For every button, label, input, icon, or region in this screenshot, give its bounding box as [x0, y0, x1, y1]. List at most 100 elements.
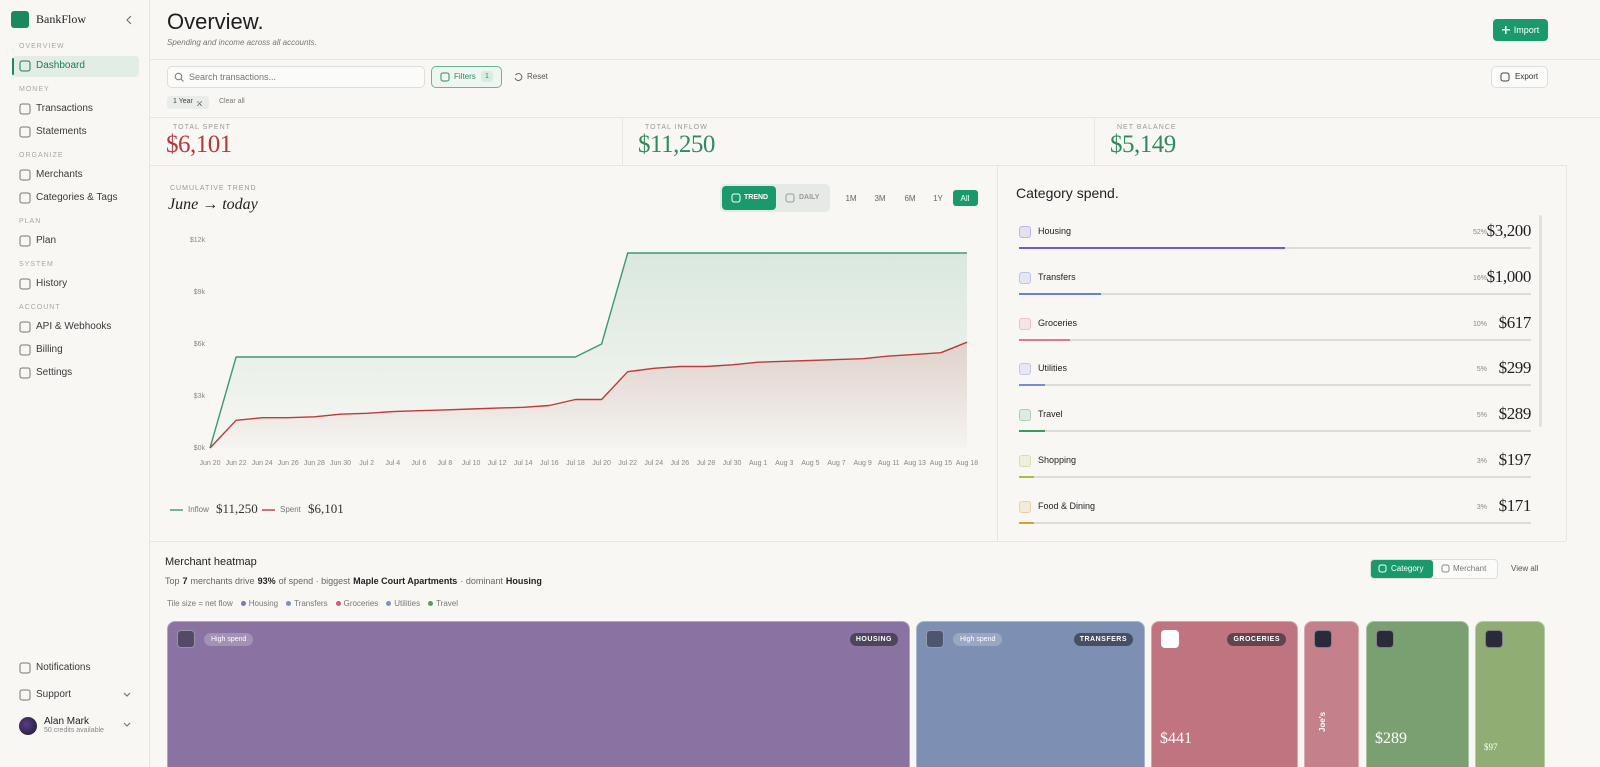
tile-icon	[1376, 630, 1394, 648]
icon-shape	[19, 278, 31, 290]
category-name[interactable]: Utilities	[1038, 363, 1068, 374]
legend-item: Groceries	[335, 599, 378, 608]
range-button[interactable]: 1M	[845, 194, 857, 203]
series-line	[209, 341, 968, 449]
nav-icon	[19, 103, 31, 115]
view-all[interactable]: View all	[1511, 564, 1539, 573]
category-bar	[1019, 476, 1035, 478]
brand-name: BankFlow	[36, 12, 87, 26]
stat-label: NET BALANCE	[1117, 124, 1177, 131]
export-button[interactable]	[1491, 66, 1548, 88]
range-button[interactable]: All	[960, 194, 970, 203]
mode-label: TREND	[744, 194, 769, 201]
user-chevron	[123, 722, 131, 727]
category-name[interactable]: Food & Dining	[1038, 500, 1096, 511]
import-button[interactable]: Import	[1493, 19, 1548, 41]
x-tick-label: Aug 18	[956, 460, 978, 467]
x-tick-label: Jul 12	[488, 460, 507, 467]
category-amount: $171	[1498, 495, 1532, 515]
nav-item[interactable]: Transactions	[36, 103, 93, 114]
category-share: 3%	[1476, 503, 1487, 511]
summary-part: Housing	[505, 576, 542, 586]
tile-amount: $289	[1375, 730, 1407, 747]
range-active-bg[interactable]	[953, 190, 978, 206]
brand-logo	[11, 11, 29, 28]
category-name[interactable]: Housing	[1038, 226, 1072, 236]
reset-button[interactable]: Reset	[527, 72, 548, 81]
legend-dot	[286, 601, 292, 606]
legend-item: Transfers	[286, 599, 328, 608]
category-icon	[1019, 409, 1031, 422]
search-placeholder: Search transactions...	[189, 72, 277, 82]
tile-icon	[1485, 630, 1503, 648]
nav-section-label: ACCOUNT	[19, 304, 61, 311]
x-tick-label: Jul 4	[385, 460, 400, 467]
category-track	[1019, 384, 1531, 387]
merchant-tile[interactable]	[167, 621, 910, 767]
category-name[interactable]: Transfers	[1038, 271, 1076, 282]
series-area	[210, 342, 967, 448]
x-tick-label: Jul 16	[540, 460, 559, 467]
nav-item[interactable]: Plan	[36, 235, 57, 246]
category-icon	[1019, 500, 1031, 513]
icon-shape	[19, 662, 31, 674]
category-name[interactable]: Shopping	[1038, 455, 1077, 465]
nav-item[interactable]: Merchants	[36, 169, 83, 180]
y-tick-label: $12k	[190, 237, 206, 244]
range-button[interactable]: 1Y	[933, 194, 943, 203]
nav-item[interactable]: Settings	[36, 367, 73, 378]
nav-item[interactable]: Billing	[36, 344, 63, 355]
nav-item[interactable]: API & Webhooks	[36, 321, 112, 332]
icon-shape	[19, 192, 31, 204]
tile-amount: $441	[1160, 730, 1192, 747]
footer-item[interactable]: Support	[36, 689, 72, 700]
x-tick-label: Jul 24	[644, 460, 663, 467]
tile-badge: High spend	[953, 633, 1003, 646]
support-chevron	[123, 692, 131, 697]
y-tick-label: $6k	[194, 341, 206, 348]
range-button[interactable]: 6M	[904, 194, 916, 203]
category-share: 52%	[1472, 229, 1487, 236]
heatmap-title: Merchant heatmap	[165, 556, 257, 568]
x-tick-label: Aug 5	[801, 460, 819, 467]
category-amount: $289	[1498, 404, 1532, 424]
export-label: Export	[1515, 72, 1539, 81]
icon-shape	[19, 321, 31, 333]
category-bar	[1019, 338, 1071, 341]
nav-item[interactable]: Categories & Tags	[36, 192, 118, 203]
x-tick-label: Jul 2	[359, 460, 374, 467]
clear-all[interactable]: Clear all	[219, 98, 245, 105]
nav-item[interactable]: Dashboard	[36, 60, 85, 71]
icon-shape	[785, 193, 795, 203]
category-name[interactable]: Travel	[1038, 409, 1063, 420]
icon-shape	[440, 72, 450, 82]
category-name[interactable]: Groceries	[1038, 317, 1078, 328]
footer-icon	[19, 689, 31, 701]
x-tick-label: Aug 11	[878, 460, 900, 467]
view-icon	[1378, 564, 1387, 573]
tile-icon	[1314, 630, 1332, 648]
summary-part: of spend · biggest	[278, 576, 351, 586]
range-button[interactable]: 3M	[874, 194, 886, 203]
summary-part: Maple Court Apartments	[353, 576, 458, 586]
user-name[interactable]: Alan Mark	[44, 716, 90, 727]
category-share: 16%	[1472, 274, 1487, 282]
chip-close[interactable]	[197, 101, 202, 106]
category-icon	[1019, 455, 1031, 467]
divider	[150, 541, 1566, 542]
x-tick-label: Aug 7	[827, 460, 845, 467]
user-credits: 50 credits available	[44, 727, 104, 734]
category-bar	[1019, 430, 1045, 433]
search-box[interactable]	[167, 66, 425, 88]
footer-item[interactable]: Notifications	[36, 662, 91, 673]
view-button[interactable]	[1371, 560, 1433, 578]
tile-name: Joe's	[1318, 711, 1327, 732]
legend-note: Tile size = net flow	[167, 599, 233, 608]
tile-category: TRANSFERS	[1073, 633, 1133, 646]
page-title: Overview.	[167, 9, 264, 34]
stat-divider	[1094, 117, 1095, 165]
category-bar	[1019, 521, 1035, 524]
nav-item[interactable]: History	[36, 278, 68, 289]
nav-item[interactable]: Statements	[36, 126, 87, 137]
mode-button[interactable]	[722, 186, 776, 210]
